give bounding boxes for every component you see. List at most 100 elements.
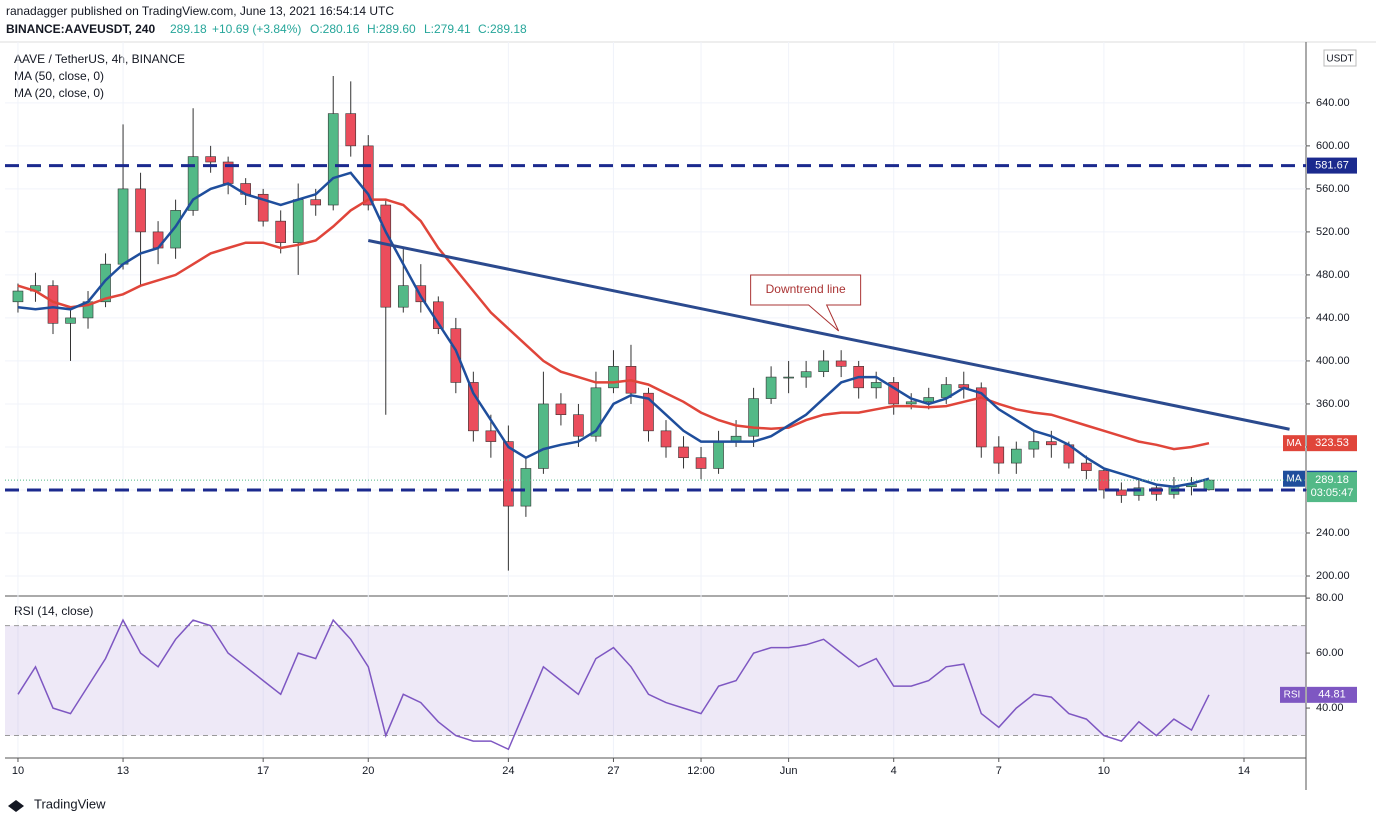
change: +10.69 (+3.84%) (212, 22, 301, 36)
symbol: BINANCE:AAVEUSDT, 240 (6, 22, 155, 36)
candle-body (1028, 441, 1040, 450)
candle-body (47, 285, 59, 324)
y-tick-label: 600.00 (1316, 140, 1350, 152)
x-tick-label: 24 (502, 765, 514, 777)
annotation-callout (750, 274, 862, 332)
candle-body (660, 430, 672, 448)
candle-body (590, 387, 602, 437)
ma-tag-box (1283, 435, 1305, 452)
candle-body (993, 446, 1005, 464)
x-tick-label: 10 (12, 765, 24, 777)
logo-icon (8, 800, 24, 812)
x-tick-label: Jun (780, 765, 798, 777)
x-tick-label: 4 (891, 765, 897, 777)
rsi-band (5, 625, 1306, 736)
symbol-legend: AAVE / TetherUS, 4h, BINANCE (14, 52, 185, 66)
candle-body (783, 376, 794, 379)
candle-body (1011, 448, 1022, 464)
level-label: 581.67 (1315, 159, 1349, 171)
y-tick-label: 400.00 (1316, 355, 1350, 367)
y-tick-label: 80.00 (1316, 592, 1344, 604)
candle-body (905, 401, 917, 405)
candle-body (695, 457, 707, 469)
candle-body (415, 285, 427, 303)
currency-box (1323, 49, 1357, 67)
candle-body (100, 263, 111, 303)
candle-body (608, 366, 619, 389)
rsi-tag: RSI (1284, 689, 1301, 700)
candle-body (888, 382, 900, 405)
candle-body (1116, 489, 1127, 496)
x-tick-label: 14 (1238, 765, 1250, 777)
candle-body (292, 199, 304, 243)
x-tick-label: 12:00 (687, 765, 715, 777)
candle-body (573, 414, 584, 437)
y-tick-label: 480.00 (1316, 269, 1350, 281)
rsi-value-label: 44.81 (1318, 689, 1346, 701)
rsi-legend: RSI (14, close) (14, 604, 93, 618)
candle-body (748, 398, 759, 437)
logo[interactable]: TradingView (8, 796, 106, 812)
candle-body (12, 290, 24, 303)
candle-body (1081, 462, 1092, 471)
annotation: Downtrend line (766, 282, 846, 296)
candle-body (818, 360, 829, 372)
candle-body (835, 360, 847, 367)
last: 289.18 (170, 22, 207, 36)
x-tick-label: 17 (257, 765, 269, 777)
y-tick-label: 40.00 (1316, 702, 1344, 714)
y-tick-label: 360.00 (1316, 398, 1350, 410)
x-tick-label: 13 (117, 765, 129, 777)
candle-body (257, 193, 269, 222)
candle-body (520, 468, 532, 507)
candle-body (362, 145, 374, 206)
y-tick-label: 240.00 (1316, 527, 1350, 539)
ma-line (17, 171, 1210, 488)
rsi-tag-box (1280, 686, 1305, 703)
ma-value-label-box (1307, 435, 1357, 452)
x-tick-label: 27 (607, 765, 619, 777)
ma20-legend: MA (20, close, 0) (14, 86, 104, 100)
ma-tag: MA (1287, 473, 1302, 484)
candle-body (555, 403, 567, 416)
ma-tag: MA (1287, 438, 1302, 449)
y-tick-label: 440.00 (1316, 312, 1350, 324)
ma-tag-box (1283, 470, 1305, 487)
published: ranadagger published on TradingView.com,… (6, 4, 394, 18)
candle-body (205, 156, 216, 163)
candle-body (397, 285, 409, 308)
trendline (367, 239, 1290, 431)
candle-body (345, 113, 357, 147)
candle-body (485, 430, 497, 442)
candle-body (538, 403, 549, 469)
candle-body (275, 220, 286, 243)
ma-value-label: 323.53 (1315, 437, 1349, 449)
candle-body (65, 317, 76, 324)
rsi-value-label-box (1307, 686, 1357, 703)
candle-body (468, 382, 479, 432)
close-value: C:289.18 (478, 22, 527, 36)
y-tick-label: 640.00 (1316, 97, 1350, 109)
y-tick-label: 560.00 (1316, 183, 1350, 195)
candle-body (170, 210, 181, 249)
ma-line (17, 198, 1210, 451)
logo-text: TradingView (34, 796, 106, 811)
candle-body (923, 397, 935, 403)
candle-body (800, 371, 812, 378)
x-tick-label: 7 (996, 765, 1002, 777)
open-value: O:280.16 (310, 22, 360, 36)
countdown: 03:05:47 (1311, 487, 1354, 499)
candle-body (450, 328, 462, 383)
candle-body (135, 188, 146, 233)
candle-body (310, 199, 322, 206)
candle-body (713, 441, 724, 469)
candle-body (187, 156, 199, 211)
x-tick-label: 10 (1098, 765, 1110, 777)
last-price: 289.18 (1315, 474, 1349, 486)
candle-body (643, 392, 654, 432)
level-label-box (1307, 157, 1357, 174)
x-tick-label: 20 (362, 765, 374, 777)
